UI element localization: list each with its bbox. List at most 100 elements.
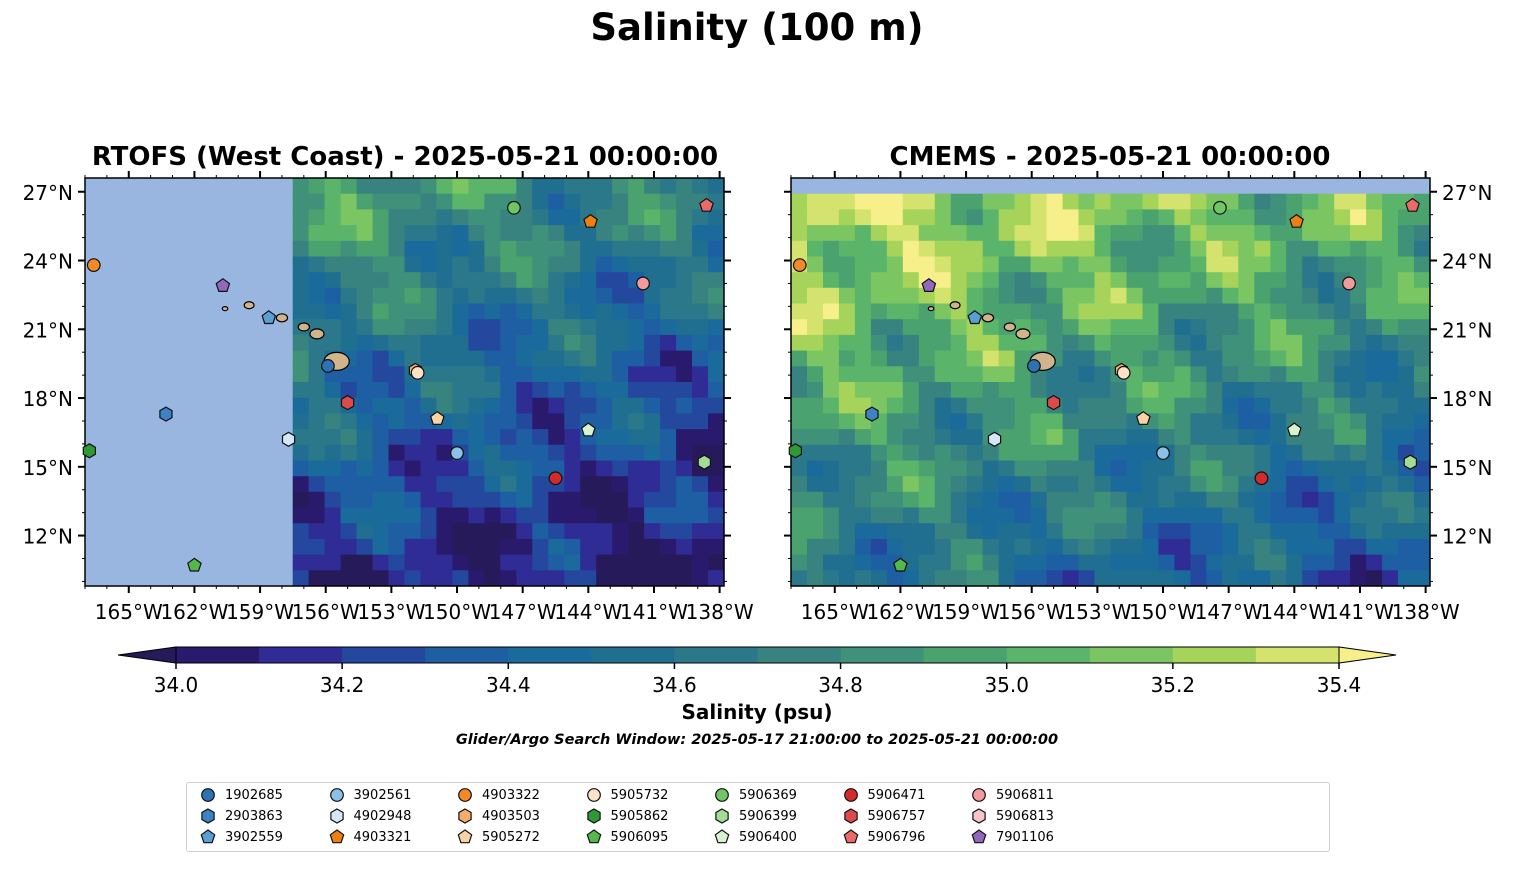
platform-marker-2903863	[865, 406, 879, 422]
colorbar-under-extend	[117, 646, 177, 664]
legend-marker	[971, 829, 987, 844]
colorbar-tick-label: 35.0	[984, 673, 1029, 697]
legend-marker	[972, 808, 986, 824]
island-shape	[981, 313, 995, 323]
platform-marker-5905272	[1135, 410, 1151, 425]
x-tick-label: 138°W	[686, 600, 754, 624]
platform-marker-1902685	[1027, 359, 1041, 373]
island-shape	[309, 328, 325, 340]
legend-item-7901106: 7901106	[970, 827, 1054, 847]
legend-label: 5906471	[867, 787, 926, 803]
legend-marker-5906400	[714, 829, 730, 844]
legend-marker-5906095	[586, 829, 601, 844]
x-tick-label: 162°W	[866, 600, 934, 624]
colorbar-tick-label: 35.4	[1317, 673, 1362, 697]
x-tick-label: 144°W	[554, 600, 622, 624]
platform-marker-4903322	[86, 258, 101, 273]
platform-legend: 1902685 2903863 3902559 3902561 4902948 49033…	[186, 782, 1330, 852]
legend-marker-4903321	[329, 829, 344, 844]
x-tick-label: 165°W	[95, 600, 163, 624]
x-tick-label: 162°W	[160, 600, 228, 624]
colorbar-bin	[840, 647, 925, 663]
legend-label: 5906369	[739, 787, 797, 803]
platform-marker-5906811	[1342, 276, 1356, 291]
legend-item-4903321: 4903321	[328, 827, 412, 847]
legend-label: 5906811	[996, 787, 1054, 803]
legend-item-5906811: 5906811	[970, 785, 1054, 805]
y-tick-label: 18°N	[1442, 387, 1492, 411]
colorbar-bin	[425, 647, 509, 663]
legend-item-3902559: 3902559	[199, 827, 283, 847]
y-tick-label: 12°N	[1442, 525, 1492, 549]
legend-item-2903863: 2903863	[199, 806, 283, 826]
platform-marker-4903321	[583, 213, 598, 228]
rtofs-map-panel: 165°W162°W159°W156°W153°W150°W147°W144°W…	[23, 171, 754, 624]
platform-marker-5906796	[1405, 197, 1420, 212]
platform-marker-7901106	[921, 277, 937, 292]
platform-marker-5906399	[697, 454, 711, 470]
island-shape	[221, 306, 229, 312]
legend-label: 4903322	[482, 787, 540, 803]
x-tick-label: 156°W	[292, 600, 360, 624]
legend-item-5906369: 5906369	[713, 785, 797, 805]
legend-marker-5905732	[586, 788, 601, 802]
colorbar-bin	[923, 647, 1008, 663]
legend-label: 7901106	[996, 829, 1054, 845]
x-tick-label: 147°W	[489, 600, 557, 624]
y-tick-label: 15°N	[23, 456, 73, 480]
legend-marker-2903863	[201, 808, 215, 824]
legend-marker-5905272	[457, 829, 473, 844]
legend-marker-3902559	[200, 829, 216, 844]
legend-marker	[586, 808, 601, 824]
platform-marker-5905862	[82, 443, 96, 459]
colorbar: 34.0 34.2 34.4 34.6 34.8 35.0 35.2 35.4	[117, 646, 1397, 697]
platform-marker-4903321	[1289, 213, 1304, 228]
legend-item-3902561: 3902561	[328, 785, 412, 805]
legend-item-5906757: 5906757	[842, 806, 925, 826]
platform-marker-5906095	[187, 557, 202, 572]
y-tick-label: 18°N	[23, 387, 73, 411]
legend-item-1902685: 1902685	[199, 785, 283, 805]
platform-marker-4902948	[987, 431, 1002, 447]
colorbar-bin	[259, 647, 343, 663]
legend-marker	[715, 808, 729, 824]
legend-label: 3902559	[225, 829, 283, 845]
island-shape	[949, 301, 961, 310]
x-tick-label: 144°W	[1260, 600, 1328, 624]
platform-marker-3902559	[967, 310, 983, 325]
colorbar-tick-label: 34.8	[818, 673, 863, 697]
y-tick-label: 27°N	[1442, 181, 1492, 205]
legend-label: 5905272	[482, 829, 540, 845]
platform-marker-3902561	[450, 446, 464, 460]
x-tick-label: 159°W	[932, 600, 1000, 624]
legend-label: 3902561	[353, 787, 412, 803]
salinity-field	[85, 178, 724, 586]
legend-marker	[458, 808, 472, 824]
legend-label: 4903321	[353, 829, 412, 845]
left-panel-title: RTOFS (West Coast) - 2025-05-21 00:00:00	[91, 142, 719, 172]
legend-marker	[714, 829, 730, 844]
platform-marker-5906400	[580, 422, 596, 437]
legend-marker-5906399	[715, 808, 729, 824]
colorbar-bin	[757, 647, 842, 663]
legend-marker-3902561	[329, 788, 344, 802]
y-tick-label: 24°N	[23, 250, 73, 274]
platform-marker-5906796	[699, 197, 714, 212]
legend-item-5905862: 5905862	[585, 806, 669, 826]
legend-marker	[200, 829, 216, 844]
platform-marker-3902559	[261, 310, 277, 325]
legend-marker	[329, 808, 344, 824]
legend-marker-5906811	[972, 788, 986, 802]
x-tick-label: 138°W	[1392, 600, 1460, 624]
legend-marker	[715, 788, 729, 802]
platform-marker-5906369	[1213, 200, 1227, 215]
legend-marker	[843, 788, 858, 802]
legend-marker	[457, 829, 473, 844]
platform-marker-1902685	[321, 359, 335, 373]
colorbar-bin	[591, 647, 675, 663]
platform-marker-2903863	[159, 406, 173, 422]
platform-marker-7901106	[215, 277, 231, 292]
y-tick-label: 27°N	[23, 181, 73, 205]
legend-marker-5905862	[586, 808, 601, 824]
legend-label: 5905862	[610, 808, 669, 824]
